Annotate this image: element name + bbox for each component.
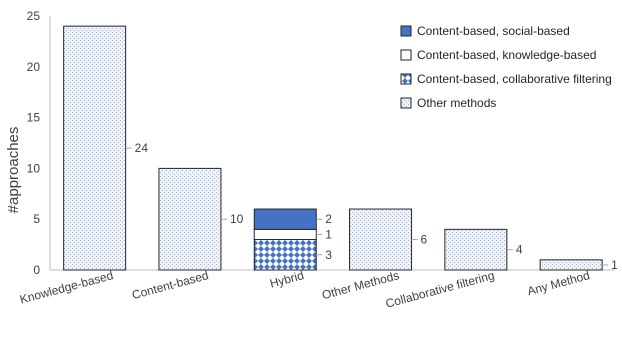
category-label: Hybrid bbox=[268, 268, 305, 291]
data-label: 6 bbox=[421, 233, 428, 247]
y-tick-label: 25 bbox=[27, 9, 41, 23]
data-label: 1 bbox=[611, 258, 618, 272]
data-label: 2 bbox=[325, 212, 332, 226]
bar-other-methods-other-methods bbox=[349, 208, 413, 271]
y-tick-label: 15 bbox=[27, 111, 41, 125]
legend-swatch-content-based-knowledge-based bbox=[400, 49, 412, 61]
legend-swatch-other-methods bbox=[400, 97, 412, 109]
bar-hybrid-content-based-collaborative-filtering bbox=[253, 239, 317, 271]
category-label: Collaborative filtering bbox=[384, 268, 496, 311]
data-label: 3 bbox=[325, 248, 332, 262]
legend-swatch-content-based-collaborative-filtering bbox=[400, 73, 412, 85]
bar-content-based-other-methods bbox=[158, 167, 222, 271]
y-tick-label: 5 bbox=[33, 212, 40, 226]
category-label: Any Method bbox=[526, 268, 591, 298]
legend-entry: Content-based, social-based bbox=[417, 24, 570, 38]
data-label: 1 bbox=[325, 227, 332, 241]
bar-hybrid-content-based-social-based bbox=[253, 208, 317, 230]
legend-swatch-content-based-social-based bbox=[400, 25, 412, 37]
y-tick-label: 0 bbox=[33, 263, 40, 277]
legend-entry: Other methods bbox=[417, 96, 496, 110]
category-label: Content-based bbox=[130, 268, 210, 302]
bar-collaborative-filtering-other-methods bbox=[444, 228, 508, 271]
axes: 0 5 10 15 20 25 bbox=[27, 9, 614, 277]
legend-entry: Content-based, collaborative filtering bbox=[417, 72, 612, 86]
data-label: 24 bbox=[135, 141, 149, 155]
y-tick-label: 20 bbox=[27, 60, 41, 74]
legend-background bbox=[393, 20, 612, 120]
data-label: 10 bbox=[230, 212, 244, 226]
data-label: 4 bbox=[516, 243, 523, 257]
y-tick-label: 10 bbox=[27, 161, 41, 175]
legend-entry: Content-based, knowledge-based bbox=[417, 48, 596, 62]
bar-hybrid-content-based-knowledge-based bbox=[253, 228, 317, 241]
bar-knowledge-based-other-methods bbox=[63, 25, 127, 271]
y-axis-label: #approaches bbox=[5, 127, 22, 214]
legend: Content-based, social-based Content-based… bbox=[393, 20, 612, 120]
bar-any-method-other-methods bbox=[539, 259, 603, 271]
